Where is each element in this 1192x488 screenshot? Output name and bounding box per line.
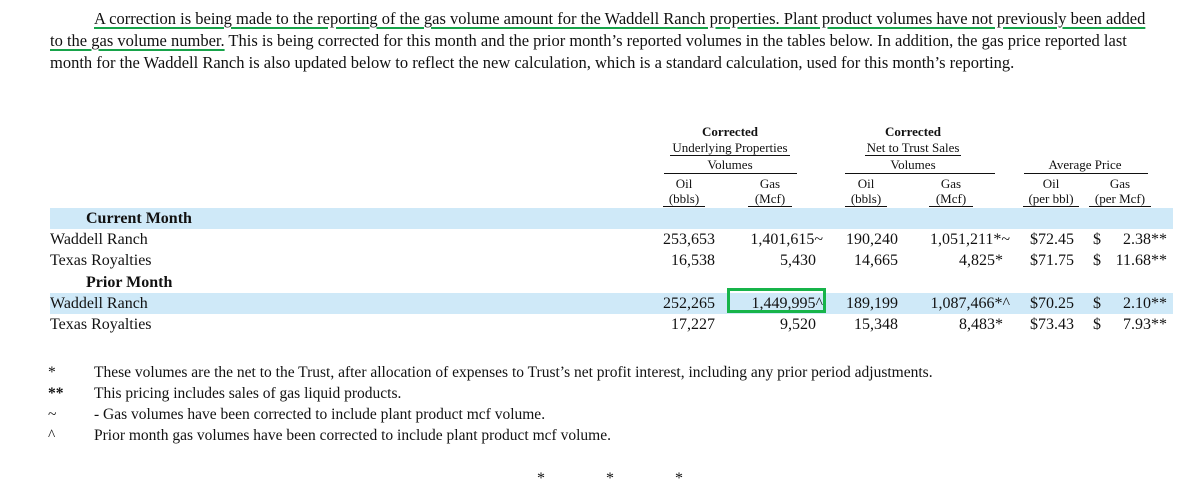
intro-highlighted-text: A correction is being made to the report…: [50, 9, 1146, 50]
cell-p-gas: 2.10**: [1123, 295, 1167, 312]
intro-text: This is being corrected for this month a…: [50, 31, 1127, 72]
cell-u-oil: 252,265: [663, 295, 715, 312]
section-prior-month: Prior Month: [0, 272, 1192, 293]
footnote-text: These volumes are the net to the Trust, …: [94, 364, 933, 381]
cell-n-gas: 1,087,466*^: [930, 295, 1010, 312]
col-u-oil: Oil (bbls): [663, 176, 705, 207]
band-prior-waddell: [50, 293, 1173, 314]
footnote-text: - Gas volumes have been corrected to inc…: [94, 406, 546, 423]
table-row: Waddell Ranch 253,653 1,401,615~ 190,240…: [0, 229, 1192, 250]
cell-n-oil: 14,665: [854, 252, 898, 269]
divider-star: *: [537, 470, 545, 487]
net-rule: [845, 173, 995, 174]
footnote-text: Prior month gas volumes have been correc…: [94, 427, 611, 444]
cell-p-gas: 2.38**: [1123, 231, 1167, 248]
price-header: Average Price: [1048, 157, 1122, 172]
footnote-symbol: ~: [48, 406, 57, 423]
row-label: Waddell Ranch: [50, 295, 148, 312]
footnote-text: This pricing includes sales of gas liqui…: [94, 385, 402, 402]
table-row: Texas Royalties 17,227 9,520 15,348 8,48…: [0, 314, 1192, 335]
cell-n-oil: 190,240: [846, 231, 898, 248]
footnote-symbol: ^: [48, 427, 56, 444]
cell-p-oil: $70.25: [1030, 295, 1074, 312]
section-title: Current Month: [86, 210, 192, 227]
table-row: Waddell Ranch 252,265 1,449,995^ 189,199…: [0, 293, 1192, 314]
cell-p-gas: 7.93**: [1123, 316, 1167, 333]
net-header-line3: Volumes: [890, 157, 936, 172]
cell-p-gas-symbol: $: [1093, 295, 1101, 312]
col-n-oil: Oil (bbls): [845, 176, 887, 207]
cell-u-gas: 1,449,995^: [751, 295, 823, 312]
row-label: Texas Royalties: [50, 252, 152, 269]
highlight-box: [727, 288, 826, 313]
cell-p-gas-symbol: $: [1093, 316, 1101, 333]
divider-star: *: [675, 470, 683, 487]
cell-p-oil: $71.75: [1030, 252, 1074, 269]
cell-p-gas: 11.68**: [1115, 252, 1167, 269]
band-current-month: [50, 208, 1173, 229]
cell-u-gas: 1,401,615~: [750, 231, 823, 248]
cell-u-gas: 9,520: [780, 316, 816, 333]
cell-p-gas-symbol: $: [1093, 231, 1101, 248]
col-p-gas: Gas (per Mcf): [1089, 176, 1151, 207]
underlying-header-line3: Volumes: [707, 157, 753, 172]
table-row: Texas Royalties 16,538 5,430 14,665 4,82…: [0, 250, 1192, 271]
footnote-symbol: **: [48, 385, 64, 402]
net-header-line2: Net to Trust Sales: [864, 140, 962, 156]
row-label: Waddell Ranch: [50, 231, 148, 248]
section-title: Prior Month: [86, 274, 173, 291]
footnote-symbol: *: [48, 364, 56, 381]
cell-n-gas: 4,825*: [959, 252, 1003, 269]
cell-n-oil: 189,199: [846, 295, 898, 312]
cell-u-oil: 17,227: [671, 316, 715, 333]
cell-n-gas: 8,483*: [959, 316, 1003, 333]
cell-p-oil: $72.45: [1030, 231, 1074, 248]
cell-p-oil: $73.43: [1030, 316, 1074, 333]
cell-p-gas-symbol: $: [1093, 252, 1101, 269]
row-label: Texas Royalties: [50, 316, 152, 333]
col-u-gas: Gas (Mcf): [748, 176, 792, 207]
cell-u-oil: 16,538: [671, 252, 715, 269]
underlying-header-line2: Underlying Properties: [670, 140, 790, 156]
cell-n-gas: 1,051,211*~: [929, 231, 1010, 248]
col-p-oil: Oil (per bbl): [1023, 176, 1079, 207]
divider-star: *: [606, 470, 614, 487]
price-rule: [1024, 173, 1148, 174]
cell-n-oil: 15,348: [854, 316, 898, 333]
intro-paragraph: A correction is being made to the report…: [50, 8, 1160, 74]
col-n-gas: Gas (Mcf): [929, 176, 973, 207]
cell-u-oil: 253,653: [663, 231, 715, 248]
cell-u-gas: 5,430: [780, 252, 816, 269]
net-header-line1: Corrected: [884, 124, 942, 139]
underlying-rule: [664, 173, 797, 174]
underlying-header-line1: Corrected: [701, 124, 759, 139]
section-current-month: Current Month: [0, 208, 1192, 229]
